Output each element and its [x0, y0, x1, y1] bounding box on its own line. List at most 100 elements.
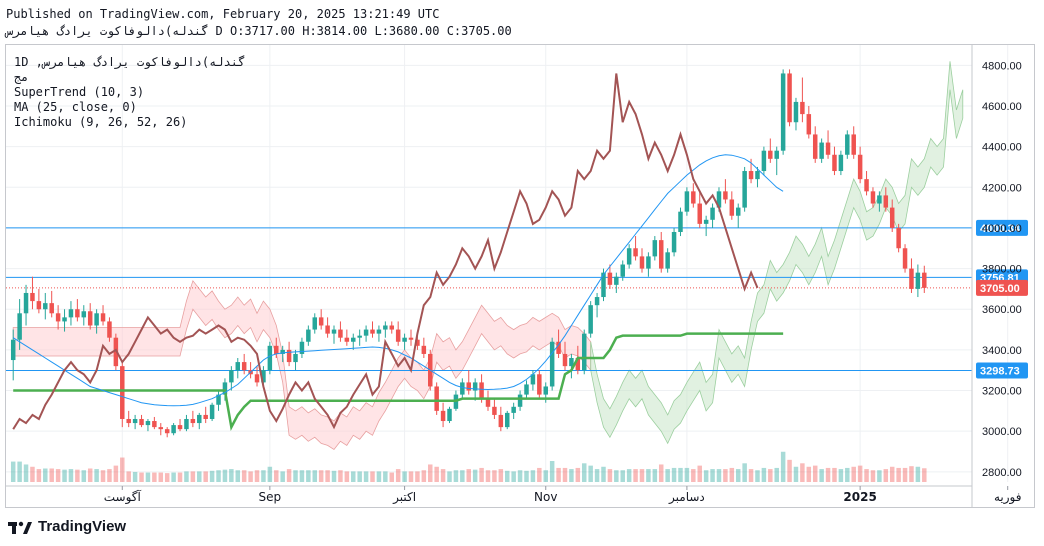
candle-body	[902, 248, 908, 269]
candle	[511, 402, 516, 419]
candle	[100, 305, 106, 326]
volume-bar	[896, 467, 901, 482]
candle-body	[190, 418, 196, 424]
published-text: Published on TradingView.com, February 2…	[6, 7, 440, 21]
candle-body	[780, 73, 786, 151]
candle-body	[145, 421, 151, 426]
y-tick-label: 4800.00	[982, 60, 1022, 72]
volume-bar	[17, 461, 22, 482]
candle-body	[171, 425, 176, 434]
volume-bar	[684, 467, 690, 482]
volume-bar	[267, 466, 273, 482]
candle	[896, 223, 901, 253]
candle	[241, 353, 247, 375]
candle	[158, 423, 164, 436]
candle-body	[344, 337, 350, 342]
volume-bar	[524, 470, 529, 482]
volume-bar	[639, 469, 645, 482]
candle-body	[498, 414, 504, 428]
volume-bar	[466, 469, 471, 482]
candle	[139, 414, 144, 428]
volume-bar	[325, 470, 330, 482]
candle	[389, 321, 395, 334]
candle	[780, 69, 786, 155]
volume-bar	[601, 466, 606, 482]
candle-body	[614, 276, 619, 285]
candle	[338, 321, 343, 342]
volume-bar	[864, 469, 869, 482]
volume-bar	[922, 468, 927, 482]
candle	[408, 329, 414, 346]
candle	[376, 325, 382, 342]
volume-bar	[633, 469, 638, 482]
volume-bar	[408, 471, 414, 482]
volume-bar	[274, 470, 279, 482]
legend-symbol: گندله)دالوفاکوت یرادگ هیامرس, 1D	[14, 55, 246, 69]
candle-body	[43, 303, 48, 310]
candle-body	[485, 398, 491, 407]
volume-bar	[312, 470, 318, 482]
candle-body	[325, 325, 330, 334]
volume-bar	[216, 470, 221, 482]
volume-bar	[825, 467, 831, 482]
candle	[132, 414, 138, 430]
candle-body	[107, 321, 112, 338]
legend-ichimoku[interactable]: Ichimoku (9, 26, 52, 26)	[14, 115, 188, 129]
candle-body	[556, 341, 561, 354]
candle-body	[306, 329, 311, 342]
volume-bar	[517, 470, 523, 482]
candle-body	[357, 335, 362, 338]
candle	[235, 358, 241, 379]
candle-body	[466, 382, 471, 391]
chart-frame[interactable]	[5, 44, 1035, 508]
volume-bar	[845, 467, 850, 482]
volume-bar	[363, 471, 369, 482]
time-axis: آگوستSepاکتبرNovدسامبر2025فوریهمارس	[6, 485, 1021, 505]
price-label-bg	[976, 362, 1028, 379]
candle-body	[569, 358, 574, 367]
candle	[864, 171, 869, 196]
candle-body	[588, 305, 593, 334]
y-tick-label: 3200.00	[982, 386, 1022, 398]
candle-body	[421, 345, 427, 354]
candle	[395, 321, 401, 346]
footer-brand[interactable]: TradingView	[8, 518, 126, 535]
candle-body	[851, 134, 856, 155]
supertrend-line	[13, 332, 784, 431]
volume-bar	[819, 469, 824, 482]
candle-body	[755, 171, 760, 180]
volume-bar	[806, 466, 812, 482]
candle-body	[710, 207, 715, 220]
candle-body	[492, 406, 497, 415]
legend-supertrend[interactable]: SuperTrend (10, 3)	[14, 85, 145, 99]
volume-bar	[299, 470, 305, 482]
candle	[177, 418, 183, 432]
volume-bar	[190, 471, 196, 482]
candle	[402, 333, 407, 350]
candle	[171, 423, 176, 436]
candle	[318, 309, 324, 330]
candle-body	[729, 199, 735, 216]
legend-ma[interactable]: MA (25, close, 0)	[14, 100, 137, 114]
candle-body	[30, 292, 35, 302]
candle	[216, 390, 221, 411]
volume-bar	[472, 469, 478, 482]
x-tick-label: آگوست	[104, 489, 142, 505]
candle-body	[87, 311, 93, 326]
candle-body	[697, 203, 702, 224]
candle	[357, 329, 362, 346]
ohlc-readout: گندله)دالوفاکوت یرادگ هیامرس D O:3717.00…	[6, 24, 512, 38]
candle	[55, 305, 61, 330]
candle	[633, 236, 638, 261]
volume-bar	[100, 470, 106, 482]
volume-bar	[389, 472, 395, 482]
volume-bar	[87, 468, 93, 482]
volume-bar	[107, 469, 112, 482]
ma-line	[12, 154, 784, 407]
candle	[710, 203, 715, 228]
candle	[838, 150, 844, 176]
volume-bar	[177, 472, 183, 482]
volume-bar	[357, 471, 362, 482]
volume-bar	[671, 467, 677, 482]
